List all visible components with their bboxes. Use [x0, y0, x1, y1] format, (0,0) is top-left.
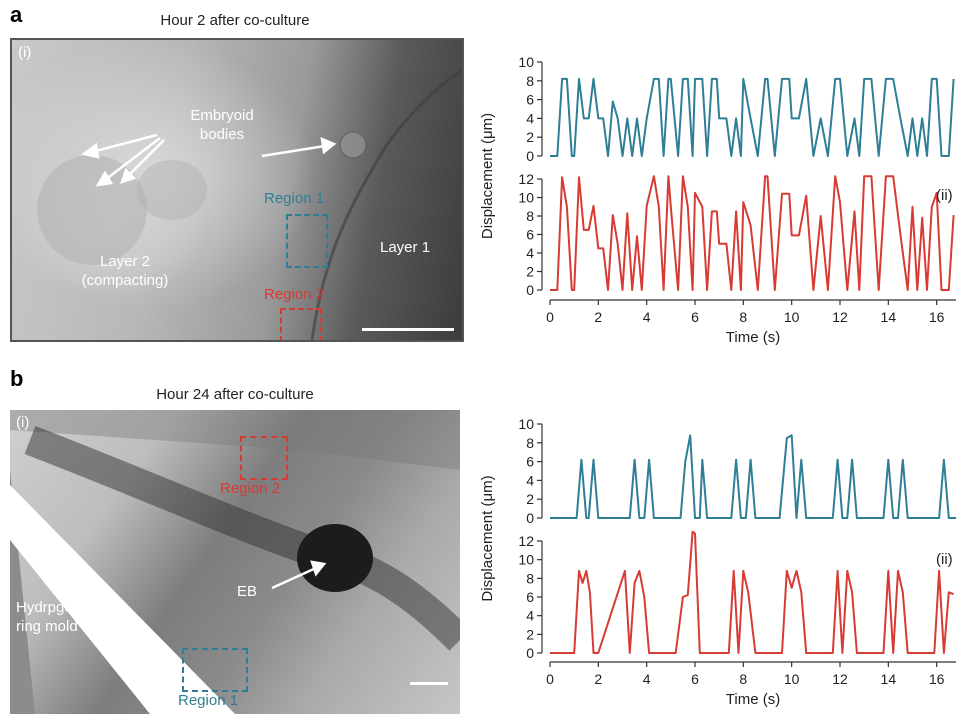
panel-a-chart: 0 2 4 6 8 10 0 2 4 6 8 10 12 0 2 4 6 8 10 12 14 16 Time (s) Dis… — [479, 54, 956, 346]
region-2-box — [240, 436, 288, 480]
series-line-region-1 — [550, 77, 955, 157]
embryoid-blob — [37, 155, 147, 265]
y-tick-label: 10 — [518, 54, 534, 70]
arrow — [127, 139, 165, 177]
layer-boundary — [310, 68, 462, 340]
y-tick-label: 4 — [526, 608, 534, 624]
panel-b-caption: Hour 24 after co-culture — [156, 386, 314, 403]
panel-a-image-roman: (i) — [18, 44, 32, 61]
layer-1-label: Layer 1 — [380, 239, 431, 256]
arrow-head — [95, 170, 114, 187]
y-tick-label: 10 — [518, 552, 534, 568]
x-tick-label: 14 — [881, 671, 897, 687]
y-tick-label: 4 — [526, 472, 534, 488]
x-tick-label: 16 — [929, 309, 945, 325]
embryoid-blob — [339, 131, 367, 159]
arrow-head — [81, 142, 100, 159]
y-tick-label: 8 — [526, 435, 534, 451]
x-tick-label: 14 — [881, 309, 897, 325]
y-axis-title: Displacement (μm) — [479, 113, 496, 239]
region-1-box — [286, 214, 328, 268]
y-tick-label: 8 — [526, 570, 534, 586]
layer-2-label: Layer 2 (compacting) — [81, 253, 169, 289]
panel-b-chart: 0 2 4 6 8 10 0 2 4 6 8 10 12 0 2 4 6 8 10 12 14 16 Time (s) Dis… — [479, 416, 956, 708]
region-1-box — [182, 648, 248, 692]
hydrogel-ring-mold — [10, 485, 235, 714]
y-tick-label: 4 — [526, 110, 534, 126]
panel-a-caption: Hour 2 after co-culture — [160, 12, 310, 29]
y-tick-label: 12 — [518, 171, 534, 187]
x-tick-label: 6 — [691, 671, 699, 687]
x-axis-title: Time (s) — [726, 691, 780, 708]
region-2-label: Region 2 — [220, 480, 281, 497]
y-tick-label: 0 — [526, 510, 534, 526]
x-tick-label: 0 — [546, 671, 554, 687]
y-tick-label: 12 — [518, 533, 534, 549]
x-tick-label: 6 — [691, 309, 699, 325]
y-tick-label: 10 — [518, 190, 534, 206]
arrow — [91, 133, 158, 154]
y-tick-label: 2 — [526, 129, 534, 145]
scale-bar — [362, 328, 454, 331]
y-axis-title: Displacement (μm) — [479, 475, 496, 601]
y-tick-label: 8 — [526, 208, 534, 224]
y-tick-label: 6 — [526, 227, 534, 243]
arrow — [271, 566, 317, 590]
x-tick-label: 4 — [643, 671, 651, 687]
region-1-label: Region 1 — [264, 190, 325, 207]
y-tick-label: 6 — [526, 454, 534, 470]
embryoid-bodies-label: Embryoid bodies — [190, 107, 254, 143]
x-tick-label: 4 — [643, 309, 651, 325]
y-tick-label: 10 — [518, 416, 534, 432]
x-tick-label: 0 — [546, 309, 554, 325]
x-tick-label: 10 — [784, 309, 800, 325]
y-tick-label: 2 — [526, 264, 534, 280]
x-tick-label: 2 — [594, 671, 602, 687]
panel-a-letter: a — [10, 2, 23, 27]
panel-b-image-overlay — [10, 410, 460, 714]
y-tick-label: 0 — [526, 148, 534, 164]
panel-b-micrograph: (i) EB Hydrpgel ring mold Region 2 Regio… — [10, 410, 460, 714]
x-axis-title: Time (s) — [726, 329, 780, 346]
panel-b-image-roman: (i) — [16, 414, 30, 431]
eb-label: EB — [237, 583, 258, 600]
y-tick-label: 8 — [526, 73, 534, 89]
y-tick-label: 6 — [526, 92, 534, 108]
arrow-head — [120, 167, 137, 184]
region-1-label: Region 1 — [178, 692, 239, 709]
y-tick-label: 0 — [526, 282, 534, 298]
embryoid-blob — [137, 160, 207, 220]
y-tick-label: 0 — [526, 645, 534, 661]
region-2-label: Region 2 — [264, 286, 325, 303]
panel-a-micrograph: (i) Embryoid bodies Layer 1 Layer 2 (com… — [10, 38, 464, 342]
ring-mold-label: Hydrpgel ring mold — [16, 599, 78, 635]
arrow-head — [310, 560, 327, 577]
y-tick-label: 6 — [526, 589, 534, 605]
y-tick-label: 4 — [526, 245, 534, 261]
series-line-region-2 — [550, 530, 954, 654]
arrow-head — [320, 136, 337, 155]
arrow — [104, 137, 161, 181]
x-tick-label: 12 — [832, 671, 848, 687]
arrow — [261, 144, 326, 158]
x-tick-label: 12 — [832, 309, 848, 325]
plot-roman-label: (ii) — [936, 551, 953, 568]
region-2-box — [280, 308, 322, 340]
x-tick-label: 8 — [739, 671, 747, 687]
series-line-region-1 — [550, 434, 956, 519]
tissue-top — [10, 410, 460, 470]
series-line-region-2 — [550, 175, 955, 291]
y-tick-label: 2 — [526, 491, 534, 507]
y-tick-label: 2 — [526, 626, 534, 642]
plot-roman-label: (ii) — [936, 187, 953, 204]
x-tick-label: 2 — [594, 309, 602, 325]
x-tick-label: 16 — [929, 671, 945, 687]
x-tick-label: 8 — [739, 309, 747, 325]
x-tick-label: 10 — [784, 671, 800, 687]
panel-a-image-overlay — [37, 68, 462, 340]
panel-b-letter: b — [10, 366, 24, 391]
scale-bar — [410, 682, 448, 685]
embryoid-body — [297, 524, 373, 592]
